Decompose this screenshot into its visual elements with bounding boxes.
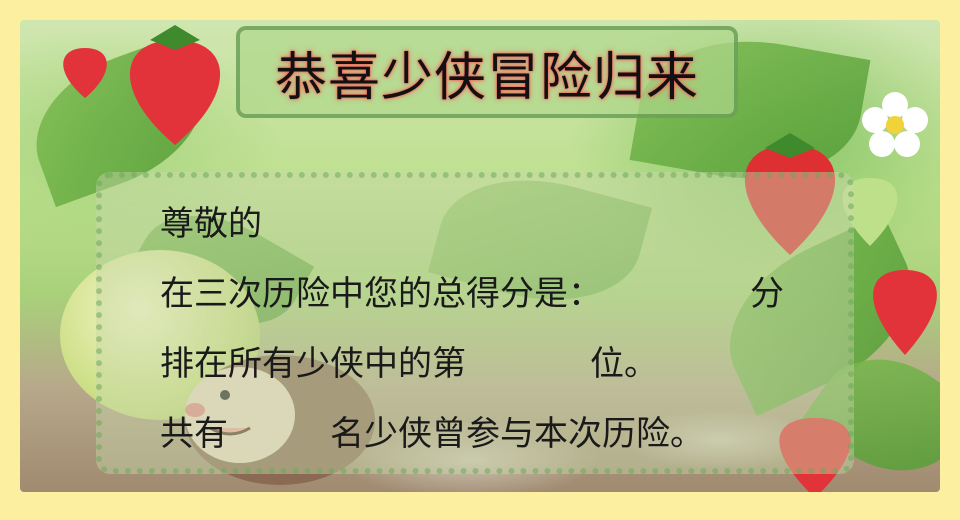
title-banner: 恭喜少侠冒险归来 bbox=[236, 26, 738, 118]
count-suffix-text: 名少侠曾参与本次历险。 bbox=[330, 414, 704, 454]
puddle-decoration bbox=[340, 420, 600, 492]
flower-icon bbox=[862, 92, 928, 157]
score-line-text: 在三次历险中您的总得分是： bbox=[160, 274, 602, 314]
certificate-panel bbox=[96, 172, 854, 474]
strawberry-icon bbox=[63, 48, 107, 98]
page-title: 恭喜少侠冒险归来 bbox=[274, 47, 699, 108]
strawberry-icon bbox=[129, 25, 221, 145]
score-unit-text: 分 bbox=[750, 274, 784, 314]
rank-line-text: 排在所有少侠中的第 bbox=[160, 344, 466, 384]
mole-character-illustration bbox=[185, 355, 375, 485]
strawberry-icon bbox=[873, 270, 937, 355]
greeting-text: 尊敬的 bbox=[160, 204, 262, 244]
green-strawberry-icon bbox=[842, 178, 898, 246]
count-line-text: 共有 bbox=[160, 414, 228, 454]
rank-suffix-text: 位。 bbox=[590, 344, 658, 384]
